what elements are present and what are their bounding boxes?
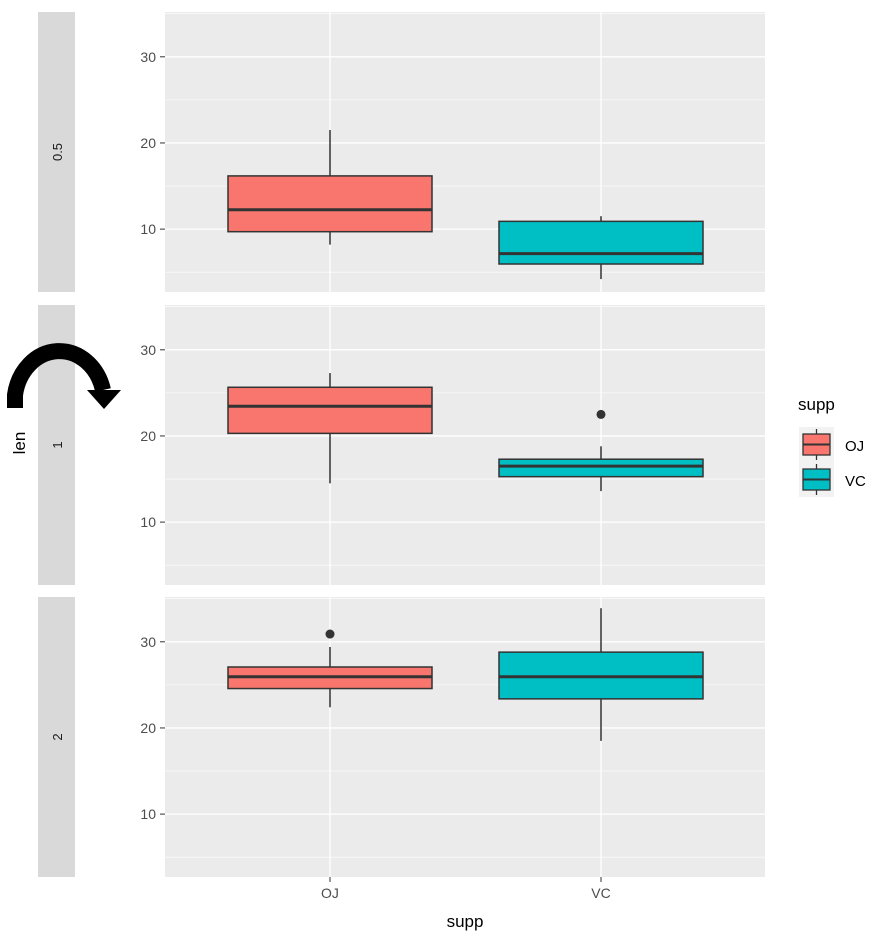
- legend: supp OJ VC: [798, 395, 866, 497]
- facet-strip: [38, 597, 75, 877]
- facet-strip-label: 0.5: [50, 143, 65, 161]
- curved-arrow-icon: [6, 343, 121, 409]
- legend-title: supp: [798, 395, 835, 414]
- y-tick-label: 20: [140, 428, 156, 444]
- y-tick-label: 20: [140, 720, 156, 736]
- facet-strip-label: 2: [50, 733, 65, 740]
- facet-panel: 0.5 10 20 30: [38, 12, 765, 292]
- box-VC: [498, 216, 704, 280]
- box: [498, 220, 704, 265]
- box-OJ: [227, 629, 433, 708]
- box-VC: [498, 608, 704, 741]
- y-tick-label: 30: [140, 49, 156, 65]
- box: [498, 458, 704, 478]
- y-tick-label: 30: [140, 342, 156, 358]
- y-tick-label: 10: [140, 221, 156, 237]
- outlier-point: [325, 629, 335, 639]
- y-tick-label: 10: [140, 806, 156, 822]
- x-tick-label: VC: [591, 885, 610, 901]
- y-tick-label: 20: [140, 135, 156, 151]
- y-tick-label: 30: [140, 634, 156, 650]
- x-tick-label: OJ: [321, 885, 339, 901]
- facet-strip-label: 1: [50, 441, 65, 448]
- outlier-point: [596, 409, 606, 419]
- box: [227, 175, 433, 233]
- y-tick-label: 10: [140, 514, 156, 530]
- panel-background: [165, 597, 765, 877]
- legend-label: OJ: [845, 438, 864, 455]
- x-axis-label: supp: [447, 912, 484, 931]
- facet-panel: 1 10 20 30: [38, 305, 765, 585]
- legend-label: VC: [845, 473, 866, 490]
- y-axis-label: len: [10, 432, 29, 455]
- facet-strip: [38, 12, 75, 292]
- box: [227, 386, 433, 435]
- box-OJ: [227, 130, 433, 245]
- box-VC: [498, 409, 704, 492]
- facet-panel: 2 10 20 30: [38, 597, 765, 877]
- box-OJ: [227, 373, 433, 484]
- panel-background: [165, 305, 765, 585]
